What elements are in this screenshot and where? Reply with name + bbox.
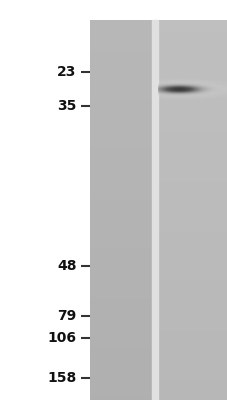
Text: 158: 158 [47, 371, 76, 385]
Bar [151, 20, 158, 400]
Text: 79: 79 [57, 309, 76, 323]
Text: 48: 48 [57, 259, 76, 273]
Text: 23: 23 [57, 65, 76, 79]
Text: 35: 35 [57, 99, 76, 113]
Text: 106: 106 [47, 331, 76, 345]
